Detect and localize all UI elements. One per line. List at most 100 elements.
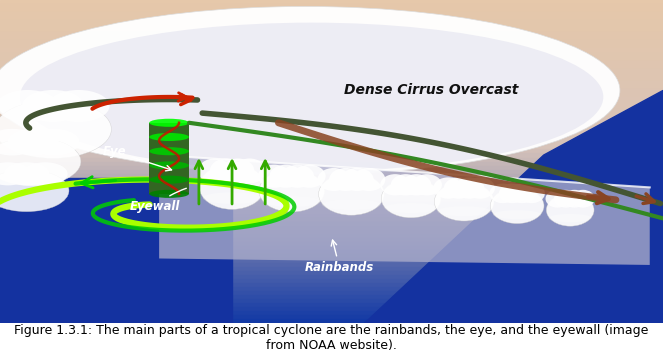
Bar: [0, 251, 663, 255]
Ellipse shape: [562, 190, 586, 208]
Ellipse shape: [401, 174, 432, 195]
Text: Figure 1.3.1: The main parts of a tropical cyclone are the rainbands, the eye, a: Figure 1.3.1: The main parts of a tropic…: [15, 324, 648, 352]
Ellipse shape: [554, 190, 578, 208]
Ellipse shape: [198, 158, 231, 183]
Ellipse shape: [0, 90, 58, 122]
Bar: [0, 4, 663, 8]
Ellipse shape: [0, 162, 30, 185]
Bar: [0, 40, 663, 45]
Bar: [0, 20, 663, 24]
Bar: [0, 153, 663, 158]
Bar: [0, 178, 663, 182]
Bar: [0, 271, 663, 275]
Bar: [0, 97, 663, 101]
Bar: [0, 222, 663, 226]
Bar: [0, 186, 663, 190]
Bar: [0, 141, 663, 145]
Bar: [0, 295, 663, 299]
Bar: [0, 190, 663, 194]
Bar: [0, 48, 663, 52]
Ellipse shape: [0, 6, 620, 174]
Ellipse shape: [149, 176, 189, 184]
Bar: [0, 238, 663, 242]
Ellipse shape: [434, 182, 494, 221]
Ellipse shape: [433, 177, 463, 199]
Ellipse shape: [8, 129, 58, 155]
Ellipse shape: [263, 196, 321, 207]
Ellipse shape: [293, 165, 326, 188]
Bar: [0, 81, 663, 85]
Text: Eye: Eye: [103, 145, 172, 171]
Ellipse shape: [0, 129, 38, 155]
Ellipse shape: [499, 183, 526, 203]
Bar: [0, 121, 663, 125]
Bar: [0, 266, 663, 271]
Ellipse shape: [455, 177, 484, 199]
Bar: [0, 8, 663, 12]
Bar: [0, 125, 663, 129]
Ellipse shape: [549, 214, 591, 222]
Bar: [0, 133, 663, 137]
Ellipse shape: [465, 177, 495, 199]
Ellipse shape: [385, 203, 438, 213]
Bar: [0, 230, 663, 234]
Bar: [0, 117, 663, 121]
Ellipse shape: [210, 158, 243, 183]
Bar: [0, 275, 663, 279]
Ellipse shape: [258, 165, 290, 188]
Bar: [0, 69, 663, 73]
Ellipse shape: [233, 158, 266, 183]
Polygon shape: [159, 155, 650, 265]
Bar: [0, 12, 663, 16]
Bar: [0, 283, 663, 287]
Bar: [0, 24, 663, 28]
Bar: [0, 57, 663, 61]
Bar: [0, 303, 663, 307]
Bar: [0, 214, 663, 218]
Bar: [0, 169, 663, 174]
Polygon shape: [365, 90, 663, 323]
Ellipse shape: [546, 190, 570, 208]
Ellipse shape: [20, 23, 603, 171]
Bar: [0, 36, 663, 40]
Text: Eyewall: Eyewall: [129, 188, 186, 213]
Bar: [0, 242, 663, 246]
Bar: [0, 32, 663, 36]
Ellipse shape: [269, 165, 302, 188]
Ellipse shape: [199, 164, 265, 209]
Ellipse shape: [22, 90, 84, 122]
Ellipse shape: [412, 174, 442, 195]
Bar: [0, 149, 663, 153]
Bar: [0, 129, 663, 133]
Bar: [0, 315, 663, 319]
Bar: [0, 65, 663, 69]
Ellipse shape: [23, 162, 68, 185]
Bar: [0, 61, 663, 65]
Bar: [0, 73, 663, 77]
Ellipse shape: [149, 119, 189, 127]
Ellipse shape: [0, 100, 111, 158]
Ellipse shape: [29, 129, 80, 155]
Ellipse shape: [149, 133, 189, 141]
Ellipse shape: [318, 168, 350, 191]
Bar: [0, 0, 663, 4]
Bar: [0, 174, 663, 178]
Bar: [0, 105, 663, 109]
Bar: [0, 101, 663, 105]
Ellipse shape: [322, 200, 381, 210]
Ellipse shape: [341, 168, 374, 191]
Ellipse shape: [493, 210, 541, 219]
Bar: [0, 218, 663, 222]
Bar: [0, 162, 663, 165]
Bar: [0, 202, 663, 206]
Bar: [0, 210, 663, 214]
Ellipse shape: [546, 194, 594, 226]
Ellipse shape: [444, 177, 474, 199]
Bar: [0, 291, 663, 295]
Text: Dense Cirrus Overcast: Dense Cirrus Overcast: [343, 84, 518, 97]
Ellipse shape: [491, 188, 544, 224]
Ellipse shape: [259, 170, 325, 212]
Bar: [0, 319, 663, 323]
Ellipse shape: [0, 137, 81, 186]
Bar: [0, 109, 663, 113]
